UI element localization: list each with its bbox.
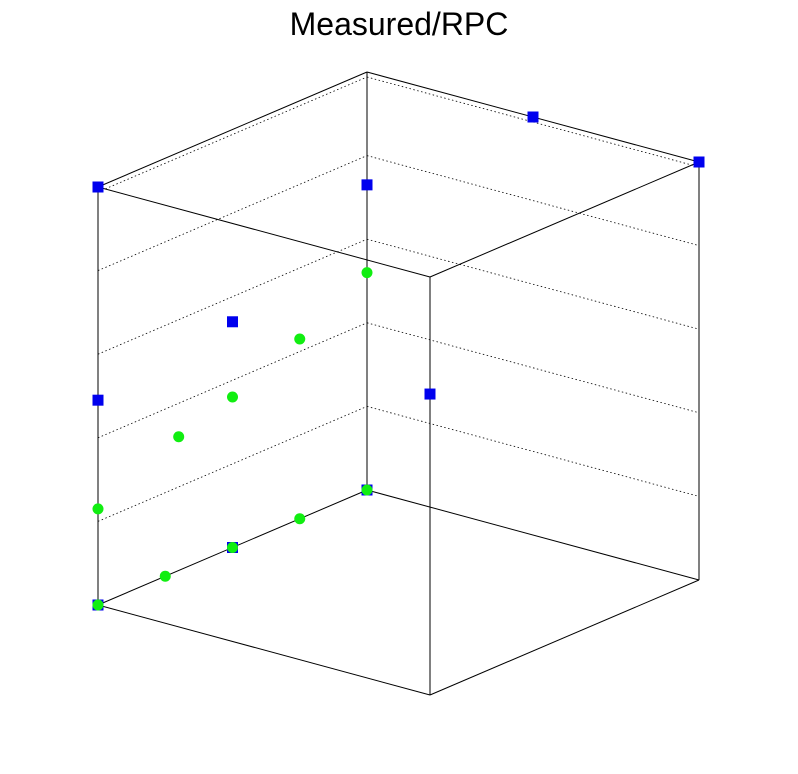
- data-point-s1-6: [173, 431, 185, 443]
- data-point-s1-9: [361, 267, 373, 279]
- box-edge-4: [97, 186, 431, 278]
- gridline-top-right: [366, 76, 700, 168]
- box-frame: [97, 71, 700, 696]
- data-point-s1-7: [227, 391, 238, 403]
- gridline-right-0: [366, 406, 700, 497]
- grid-lines: [97, 76, 700, 522]
- box-edge-0: [97, 604, 431, 696]
- data-point-s1-4: [361, 484, 373, 496]
- box-edge-2: [366, 489, 700, 581]
- gridline-right-2: [366, 238, 700, 330]
- data-point-s0-9: [361, 179, 373, 191]
- data-markers: [92, 111, 705, 611]
- box-edge-7: [97, 71, 368, 188]
- data-point-s0-7: [92, 394, 104, 406]
- gridline-top-left: [97, 76, 368, 193]
- gridline-left-2: [97, 238, 368, 355]
- gridline-left-1: [97, 322, 368, 439]
- gridline-right-3: [366, 155, 700, 246]
- box-edge-5: [429, 161, 700, 278]
- data-point-s0-6: [424, 388, 436, 400]
- gridline-left-3: [97, 155, 368, 271]
- data-point-s0-8: [227, 316, 238, 328]
- data-point-s1-3: [294, 513, 306, 525]
- data-point-s0-3: [527, 111, 539, 123]
- data-point-s0-5: [92, 181, 104, 193]
- data-point-s1-5: [92, 503, 104, 515]
- gridline-left-0: [97, 406, 368, 522]
- gridline-right-1: [366, 322, 700, 414]
- data-point-s0-4: [693, 156, 705, 168]
- data-point-s1-2: [227, 542, 238, 553]
- data-point-s1-8: [294, 333, 306, 345]
- chart-title: Measured/RPC: [289, 6, 509, 42]
- box-edge-1: [429, 579, 700, 696]
- data-point-s1-1: [159, 570, 171, 582]
- data-point-s1-0: [92, 599, 104, 611]
